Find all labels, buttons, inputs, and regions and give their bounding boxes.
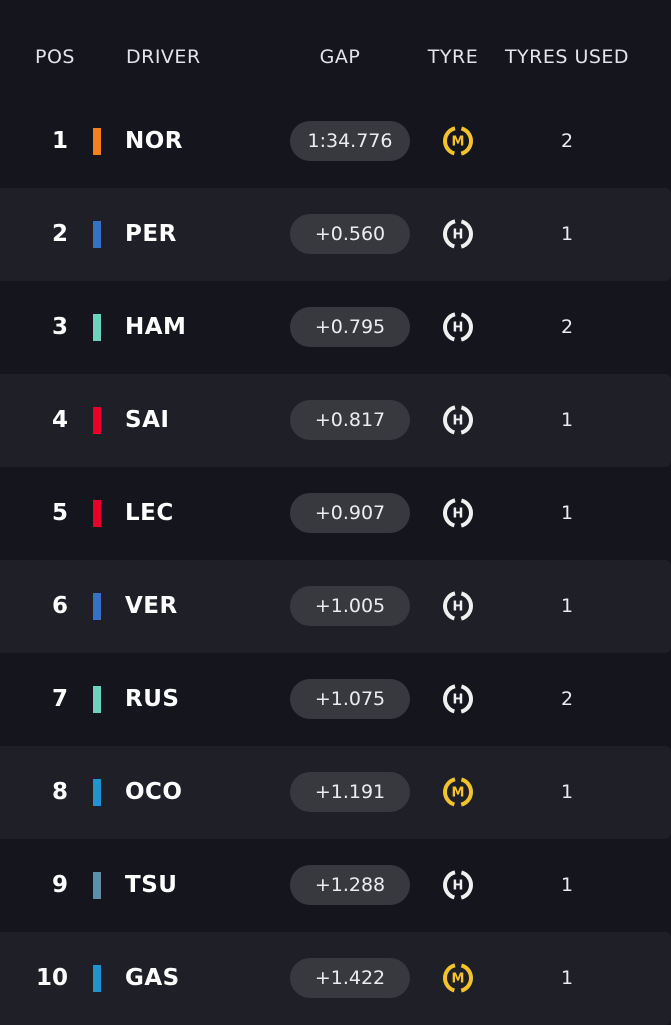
gap-pill: +1.005	[290, 586, 410, 626]
tyres-used: 1	[560, 967, 574, 989]
gap-pill: +1.288	[290, 865, 410, 905]
tyre-ring	[443, 777, 473, 807]
driver-row: 3 HAM +0.795 H 2	[0, 281, 671, 374]
tyres-used: 1	[560, 781, 574, 803]
position: 3	[51, 314, 68, 340]
position: 6	[51, 593, 68, 619]
position: 2	[51, 221, 68, 247]
tyre-icon: M	[443, 963, 473, 993]
position: 5	[51, 500, 68, 526]
tyre-compound: M	[452, 135, 465, 150]
team-color-bar	[93, 593, 101, 620]
tyre-ring	[443, 498, 473, 528]
tyre-icon: H	[443, 498, 473, 528]
tyres-used: 1	[560, 595, 574, 617]
gap-pill: 1:34.776	[290, 121, 410, 161]
tyre-ring	[443, 963, 473, 993]
tyres-used: 2	[560, 130, 574, 152]
position: 10	[35, 965, 68, 991]
driver-code: RUS	[125, 686, 180, 712]
header-tyres-used: TYRES USED	[504, 46, 630, 68]
tyres-used: 2	[560, 688, 574, 710]
gap-pill: +0.907	[290, 493, 410, 533]
tyre-ring	[443, 312, 473, 342]
driver-row: 8 OCO +1.191 M 1	[0, 746, 671, 839]
header-driver: DRIVER	[126, 46, 201, 68]
driver-row: 5 LEC +0.907 H 1	[0, 467, 671, 560]
tyres-used: 1	[560, 874, 574, 896]
driver-code: GAS	[125, 965, 180, 991]
team-color-bar	[93, 686, 101, 713]
driver-row: 10 GAS +1.422 M 1	[0, 932, 671, 1025]
driver-code: VER	[125, 593, 178, 619]
driver-code: OCO	[125, 779, 183, 805]
driver-code: SAI	[125, 407, 170, 433]
tyre-compound: H	[453, 414, 464, 429]
tyre-icon: H	[443, 405, 473, 435]
team-color-bar	[93, 965, 101, 992]
tyres-used: 1	[560, 409, 574, 431]
team-color-bar	[93, 221, 101, 248]
tyre-ring	[443, 870, 473, 900]
tyre-ring	[443, 405, 473, 435]
tyre-icon: M	[443, 777, 473, 807]
driver-row: 7 RUS +1.075 H 2	[0, 653, 671, 746]
driver-code: LEC	[125, 500, 174, 526]
tyre-ring	[443, 591, 473, 621]
tyre-icon: H	[443, 591, 473, 621]
driver-row: 4 SAI +0.817 H 1	[0, 374, 671, 467]
tyre-icon: H	[443, 312, 473, 342]
position: 8	[51, 779, 68, 805]
tyre-icon: H	[443, 870, 473, 900]
header-pos: POS	[35, 46, 75, 68]
tyre-compound: H	[453, 507, 464, 522]
tyre-compound: H	[453, 693, 464, 708]
tyres-used: 1	[560, 223, 574, 245]
position: 9	[51, 872, 68, 898]
gap-pill: +0.560	[290, 214, 410, 254]
driver-row: 2 PER +0.560 H 1	[0, 188, 671, 281]
driver-code: PER	[125, 221, 177, 247]
gap-pill: +0.795	[290, 307, 410, 347]
tyre-compound: H	[453, 321, 464, 336]
team-color-bar	[93, 407, 101, 434]
driver-code: NOR	[125, 128, 184, 154]
team-color-bar	[93, 128, 101, 155]
gap-pill: +1.422	[290, 958, 410, 998]
driver-row: 1 NOR 1:34.776 M 2	[0, 95, 671, 188]
tyre-compound: H	[453, 600, 464, 615]
tyre-icon: H	[443, 684, 473, 714]
tyre-compound: M	[452, 972, 465, 987]
team-color-bar	[93, 779, 101, 806]
team-color-bar	[93, 872, 101, 899]
tyre-compound: H	[453, 228, 464, 243]
driver-row: 9 TSU +1.288 H 1	[0, 839, 671, 932]
team-color-bar	[93, 314, 101, 341]
header-gap: GAP	[319, 46, 361, 68]
gap-pill: +1.191	[290, 772, 410, 812]
position: 1	[51, 128, 68, 154]
tyre-ring	[443, 219, 473, 249]
tyres-used: 2	[560, 316, 574, 338]
driver-row: 6 VER +1.005 H 1	[0, 560, 671, 653]
driver-code: TSU	[125, 872, 178, 898]
tyres-used: 1	[560, 502, 574, 524]
gap-pill: +0.817	[290, 400, 410, 440]
tyre-compound: H	[453, 879, 464, 894]
team-color-bar	[93, 500, 101, 527]
tyre-ring	[443, 684, 473, 714]
tyre-icon: H	[443, 219, 473, 249]
header-tyre: TYRE	[427, 46, 479, 68]
position: 7	[51, 686, 68, 712]
tyre-compound: M	[452, 786, 465, 801]
gap-pill: +1.075	[290, 679, 410, 719]
position: 4	[51, 407, 68, 433]
tyre-icon: M	[443, 126, 473, 156]
tyre-ring	[443, 126, 473, 156]
driver-code: HAM	[125, 314, 187, 340]
